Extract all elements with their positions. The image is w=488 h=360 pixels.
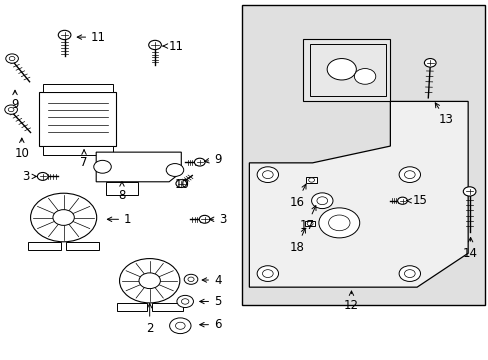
Polygon shape — [249, 102, 467, 287]
Circle shape — [262, 171, 273, 179]
Text: 1: 1 — [107, 213, 131, 226]
Circle shape — [175, 322, 185, 329]
Circle shape — [139, 273, 160, 289]
Circle shape — [318, 208, 359, 238]
Bar — [302, 39, 389, 102]
Polygon shape — [39, 93, 116, 146]
Circle shape — [94, 160, 111, 173]
Bar — [152, 303, 182, 311]
Circle shape — [328, 215, 349, 231]
Text: 2: 2 — [145, 303, 153, 335]
Bar — [304, 221, 315, 226]
Text: 6: 6 — [199, 318, 221, 331]
Bar — [66, 242, 99, 249]
Circle shape — [177, 296, 193, 307]
Text: 4: 4 — [202, 274, 221, 287]
Circle shape — [37, 172, 48, 180]
Bar — [28, 242, 61, 249]
Circle shape — [181, 299, 188, 304]
Text: 14: 14 — [462, 238, 477, 260]
Circle shape — [316, 197, 327, 204]
Bar — [242, 5, 484, 305]
Text: 8: 8 — [118, 182, 125, 202]
Text: 9: 9 — [11, 90, 19, 112]
Text: 13: 13 — [434, 103, 453, 126]
Circle shape — [424, 59, 435, 67]
Text: 10: 10 — [14, 138, 29, 160]
Circle shape — [398, 266, 420, 282]
Circle shape — [176, 180, 186, 188]
Text: 11: 11 — [77, 31, 106, 44]
Circle shape — [262, 270, 273, 278]
Text: 17: 17 — [299, 206, 315, 232]
Text: 3: 3 — [22, 170, 36, 183]
Bar — [106, 182, 137, 195]
Bar — [42, 84, 113, 93]
Text: 3: 3 — [209, 213, 226, 226]
Circle shape — [8, 108, 14, 112]
Circle shape — [199, 215, 209, 223]
Circle shape — [398, 167, 420, 183]
Circle shape — [462, 187, 475, 196]
Circle shape — [404, 270, 414, 278]
Circle shape — [119, 258, 180, 303]
Circle shape — [257, 266, 278, 282]
Circle shape — [397, 197, 407, 204]
Bar — [305, 177, 316, 183]
Circle shape — [311, 193, 332, 208]
Circle shape — [354, 68, 375, 84]
Circle shape — [9, 57, 15, 60]
Circle shape — [184, 274, 198, 284]
Circle shape — [6, 54, 19, 63]
Circle shape — [5, 105, 18, 114]
Circle shape — [306, 221, 312, 226]
Polygon shape — [96, 152, 181, 182]
Text: 12: 12 — [343, 291, 358, 312]
Text: 9: 9 — [204, 153, 221, 166]
Circle shape — [53, 210, 74, 225]
Circle shape — [187, 277, 194, 282]
Text: 18: 18 — [289, 228, 305, 254]
Circle shape — [166, 163, 183, 176]
Text: 7: 7 — [80, 150, 88, 169]
Polygon shape — [309, 44, 385, 96]
Text: 16: 16 — [289, 184, 305, 209]
Bar — [42, 146, 113, 155]
Circle shape — [326, 59, 356, 80]
Text: 5: 5 — [199, 295, 221, 308]
Circle shape — [404, 171, 414, 179]
Bar — [117, 303, 147, 311]
Circle shape — [194, 158, 204, 166]
Text: 15: 15 — [406, 194, 427, 207]
Text: 10: 10 — [175, 178, 189, 191]
Circle shape — [257, 167, 278, 183]
Circle shape — [169, 318, 191, 334]
Circle shape — [308, 178, 314, 182]
Circle shape — [30, 193, 97, 242]
Circle shape — [148, 40, 161, 50]
Text: 11: 11 — [163, 40, 183, 53]
Circle shape — [58, 30, 71, 40]
